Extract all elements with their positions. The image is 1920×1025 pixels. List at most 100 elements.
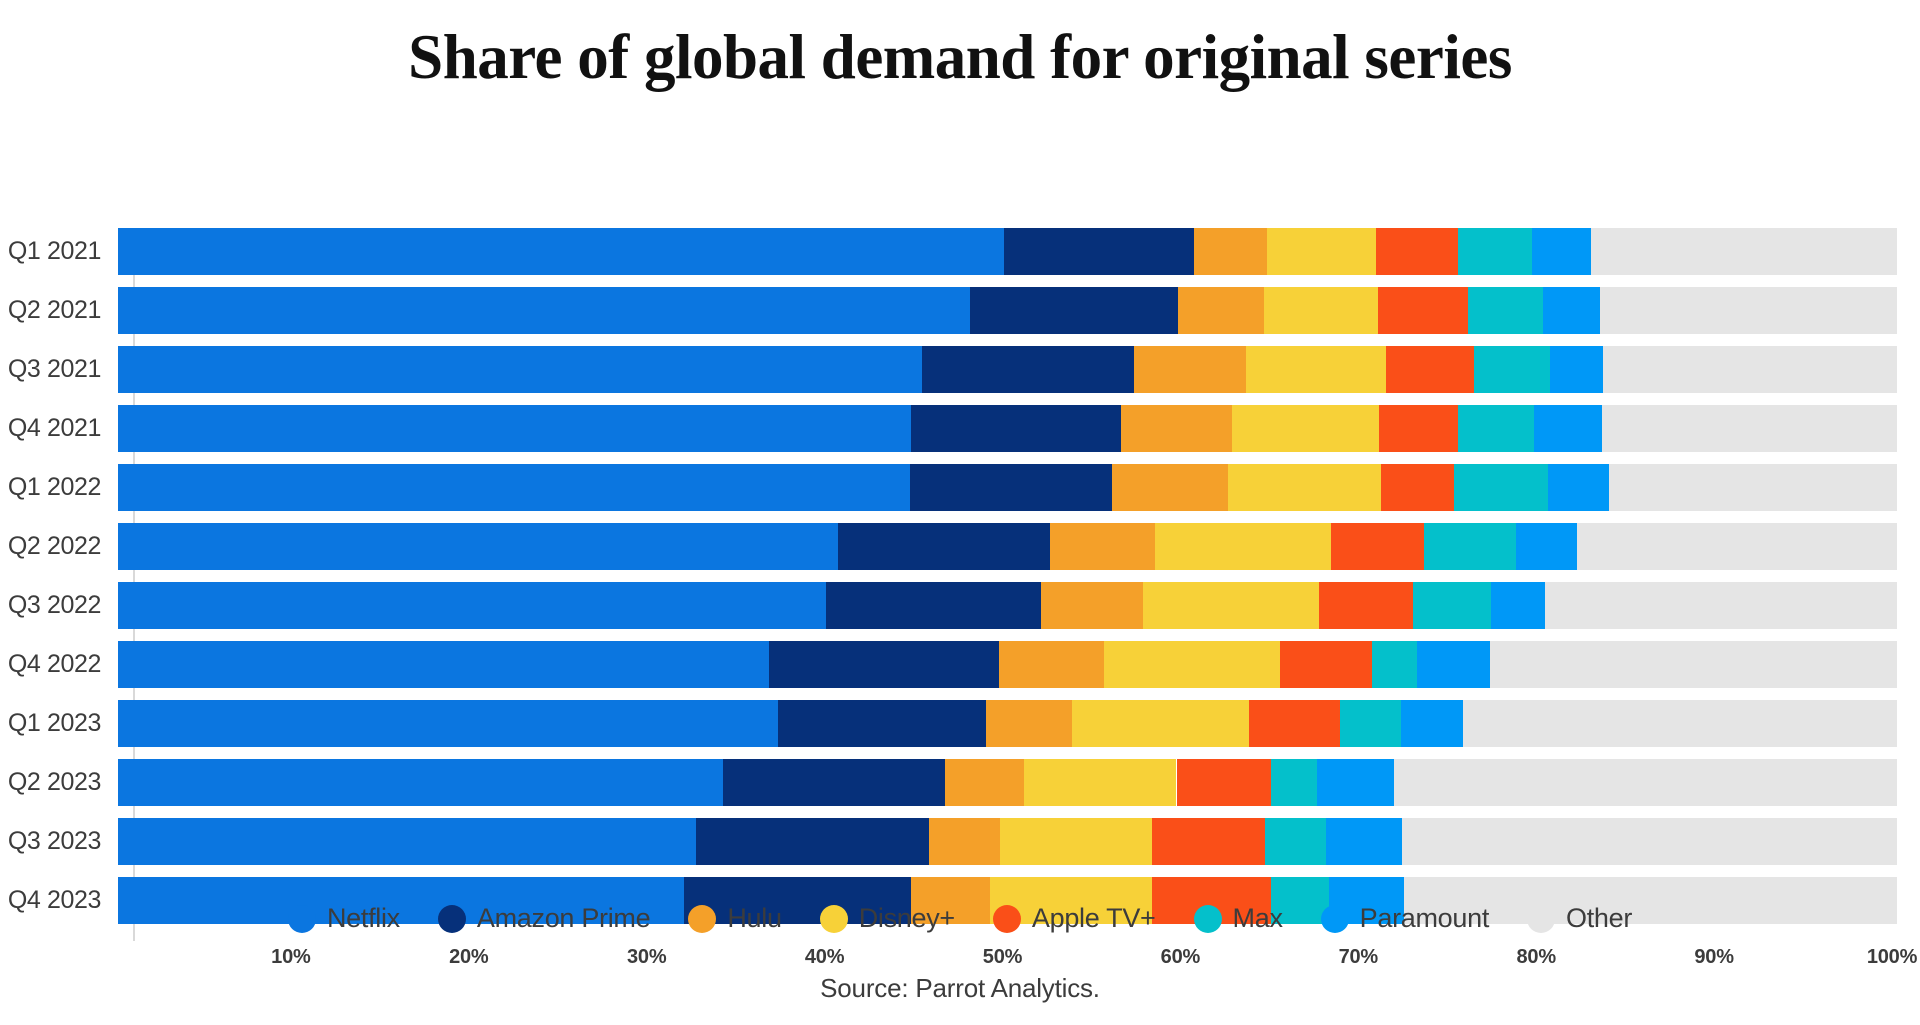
bar-segment-apple-tv[interactable] (1386, 346, 1474, 393)
bar-segment-amazon-prime[interactable] (769, 641, 999, 688)
bar-segment-hulu[interactable] (1178, 287, 1264, 334)
bar-segment-apple-tv[interactable] (1375, 228, 1458, 275)
bar-segment-paramount[interactable] (1548, 464, 1609, 511)
bar-segment-paramount[interactable] (1516, 523, 1577, 570)
bar-segment-hulu[interactable] (1194, 228, 1268, 275)
bar-segment-amazon-prime[interactable] (683, 877, 912, 924)
legend-item-amazon-prime[interactable]: Amazon Prime (437, 903, 651, 934)
bar-segment-max[interactable] (1340, 700, 1401, 747)
bar-segment-hulu[interactable] (998, 641, 1104, 688)
bar-segment-netflix[interactable] (118, 346, 923, 393)
legend-item-paramount[interactable]: Paramount (1320, 903, 1489, 934)
bar-segment-netflix[interactable] (118, 700, 778, 747)
bar-segment-other[interactable] (1544, 582, 1897, 629)
bar-segment-amazon-prime[interactable] (911, 405, 1122, 452)
bar-segment-other[interactable] (1603, 346, 1897, 393)
bar-segment-apple-tv[interactable] (1379, 405, 1458, 452)
bar-segment-other[interactable] (1402, 818, 1897, 865)
bar-segment-other[interactable] (1591, 228, 1897, 275)
bar-segment-netflix[interactable] (118, 759, 723, 806)
bar-segment-hulu[interactable] (929, 818, 1001, 865)
bar-segment-max[interactable] (1457, 228, 1533, 275)
bar-segment-amazon-prime[interactable] (1003, 228, 1195, 275)
bar-segment-other[interactable] (1601, 405, 1897, 452)
bar-segment-netflix[interactable] (118, 228, 1004, 275)
bar-segment-netflix[interactable] (118, 287, 971, 334)
bar-segment-paramount[interactable] (1416, 641, 1490, 688)
bar-segment-amazon-prime[interactable] (778, 700, 987, 747)
bar-segment-disney[interactable] (1000, 818, 1152, 865)
bar-segment-max[interactable] (1270, 759, 1318, 806)
legend-item-max[interactable]: Max (1193, 903, 1283, 934)
bar-segment-max[interactable] (1473, 346, 1551, 393)
bar-segment-other[interactable] (1404, 877, 1897, 924)
bar-segment-amazon-prime[interactable] (696, 818, 930, 865)
bar-segment-apple-tv[interactable] (1318, 582, 1414, 629)
bar-segment-apple-tv[interactable] (1279, 641, 1373, 688)
bar-segment-netflix[interactable] (118, 582, 827, 629)
bar-segment-disney[interactable] (1071, 700, 1250, 747)
bar-segment-disney[interactable] (1245, 346, 1387, 393)
bar-segment-disney[interactable] (1231, 405, 1380, 452)
bar-segment-max[interactable] (1454, 464, 1549, 511)
bar-segment-paramount[interactable] (1542, 287, 1600, 334)
bar-segment-disney[interactable] (1103, 641, 1280, 688)
bar-segment-apple-tv[interactable] (1331, 523, 1424, 570)
bar-segment-amazon-prime[interactable] (722, 759, 946, 806)
bar-segment-amazon-prime[interactable] (838, 523, 1051, 570)
bar-segment-other[interactable] (1393, 759, 1897, 806)
bar-segment-amazon-prime[interactable] (826, 582, 1042, 629)
bar-segment-other[interactable] (1489, 641, 1897, 688)
bar-segment-max[interactable] (1423, 523, 1517, 570)
bar-segment-other[interactable] (1462, 700, 1897, 747)
bar-segment-hulu[interactable] (945, 759, 1024, 806)
bar-segment-netflix[interactable] (118, 641, 770, 688)
bar-segment-disney[interactable] (1228, 464, 1382, 511)
bar-segment-hulu[interactable] (1133, 346, 1246, 393)
bar-segment-max[interactable] (1270, 877, 1330, 924)
bar-segment-other[interactable] (1576, 523, 1897, 570)
bar-segment-disney[interactable] (1263, 287, 1378, 334)
bar-segment-disney[interactable] (1267, 228, 1376, 275)
bar-segment-apple-tv[interactable] (1151, 818, 1266, 865)
legend-item-other[interactable]: Other (1527, 903, 1632, 934)
bar-segment-netflix[interactable] (118, 818, 697, 865)
bar-segment-paramount[interactable] (1532, 228, 1591, 275)
bar-segment-apple-tv[interactable] (1381, 464, 1455, 511)
bar-segment-hulu[interactable] (986, 700, 1072, 747)
bar-segment-max[interactable] (1457, 405, 1535, 452)
bar-segment-disney[interactable] (1142, 582, 1319, 629)
bar-segment-other[interactable] (1599, 287, 1897, 334)
bar-segment-netflix[interactable] (118, 464, 910, 511)
bar-segment-disney[interactable] (1023, 759, 1177, 806)
bar-segment-max[interactable] (1372, 641, 1417, 688)
legend-item-hulu[interactable]: Hulu (688, 903, 782, 934)
bar-segment-netflix[interactable] (118, 523, 839, 570)
bar-segment-paramount[interactable] (1325, 818, 1403, 865)
bar-segment-amazon-prime[interactable] (922, 346, 1134, 393)
bar-segment-apple-tv[interactable] (1249, 700, 1341, 747)
bar-segment-hulu[interactable] (1121, 405, 1232, 452)
legend-item-disney[interactable]: Disney+ (819, 903, 955, 934)
bar-segment-hulu[interactable] (1112, 464, 1229, 511)
bar-segment-amazon-prime[interactable] (909, 464, 1113, 511)
bar-segment-paramount[interactable] (1491, 582, 1545, 629)
bar-segment-hulu[interactable] (1050, 523, 1156, 570)
bar-segment-paramount[interactable] (1400, 700, 1463, 747)
bar-segment-netflix[interactable] (118, 405, 912, 452)
bar-segment-netflix[interactable] (118, 877, 684, 924)
bar-segment-paramount[interactable] (1534, 405, 1602, 452)
bar-segment-paramount[interactable] (1317, 759, 1394, 806)
bar-segment-max[interactable] (1468, 287, 1543, 334)
legend-item-apple-tv[interactable]: Apple TV+ (992, 903, 1156, 934)
bar-segment-apple-tv[interactable] (1377, 287, 1469, 334)
bar-segment-disney[interactable] (1155, 523, 1332, 570)
bar-segment-paramount[interactable] (1550, 346, 1604, 393)
bar-segment-hulu[interactable] (1041, 582, 1143, 629)
bar-segment-apple-tv[interactable] (1176, 759, 1271, 806)
bar-segment-hulu[interactable] (911, 877, 990, 924)
legend-item-netflix[interactable]: Netflix (287, 903, 400, 934)
bar-segment-other[interactable] (1608, 464, 1897, 511)
bar-segment-max[interactable] (1265, 818, 1326, 865)
bar-segment-max[interactable] (1413, 582, 1492, 629)
